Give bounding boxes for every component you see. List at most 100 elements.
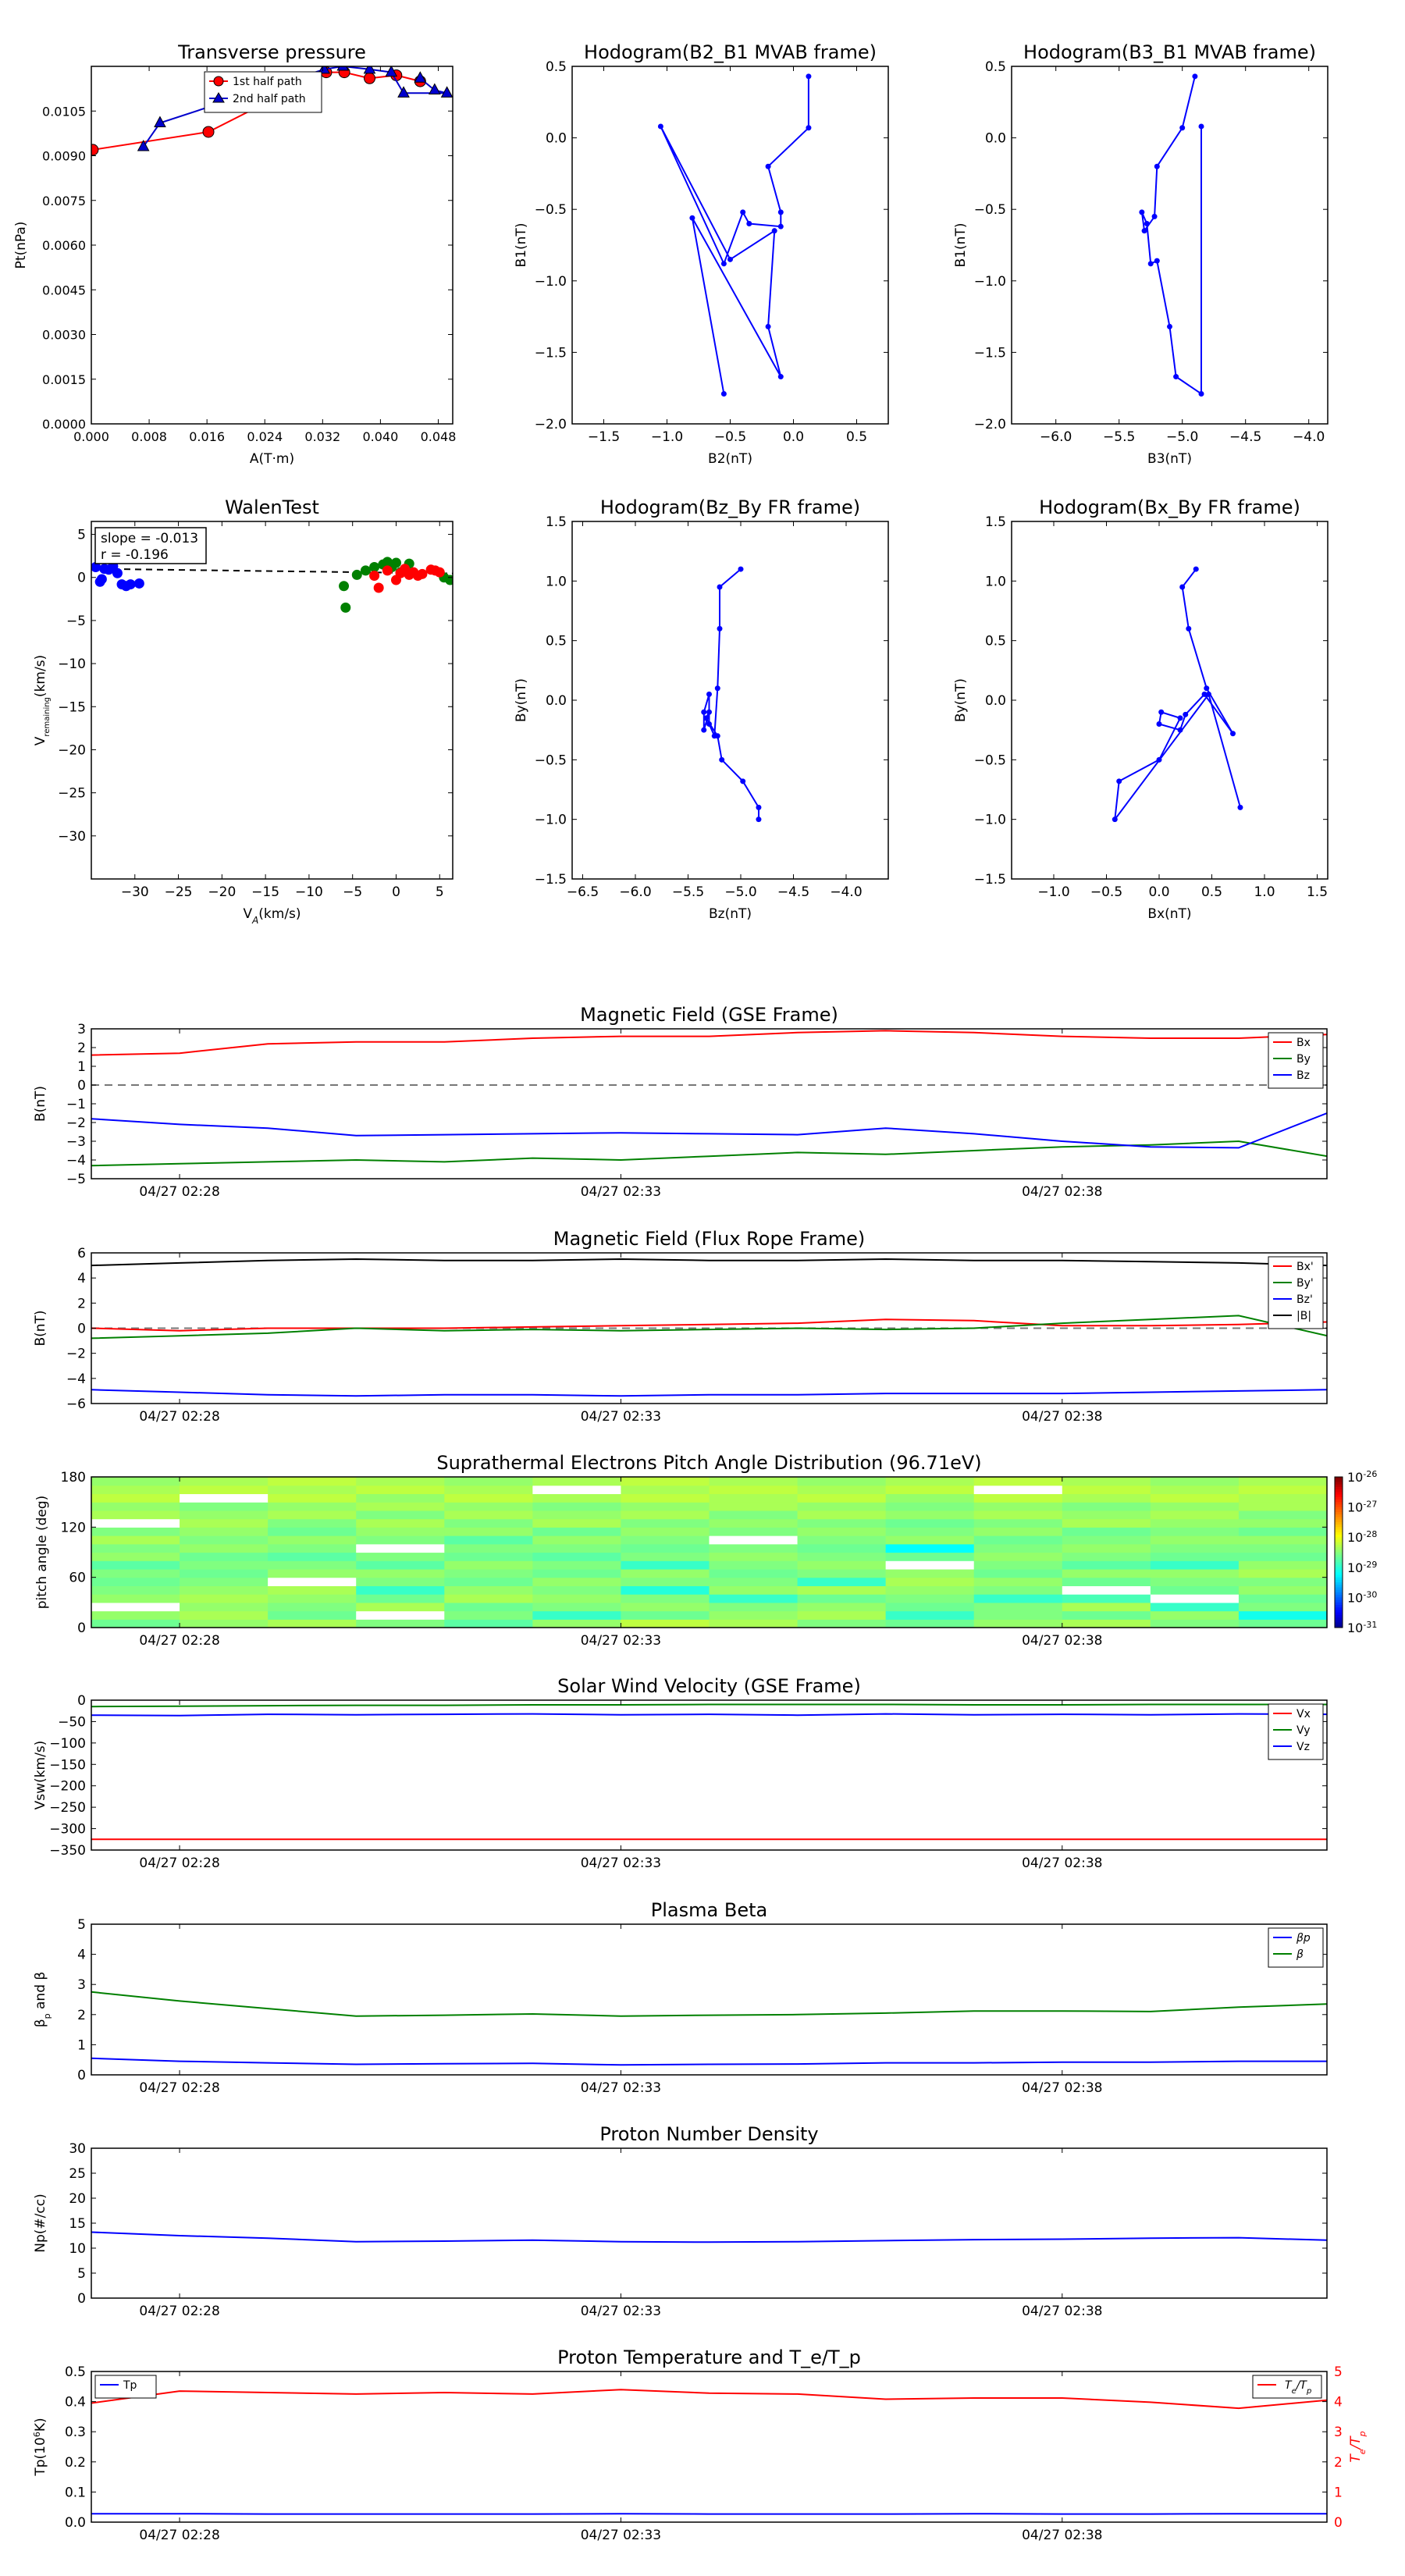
data-point bbox=[1112, 817, 1118, 823]
y-tick-label: 25 bbox=[69, 2166, 86, 2182]
heatmap-cell bbox=[973, 1527, 1063, 1536]
heatmap-cell bbox=[91, 1527, 180, 1536]
x-tick-label: −5.0 bbox=[724, 884, 756, 900]
data-point-triangle bbox=[440, 86, 453, 98]
data-point bbox=[1204, 685, 1210, 692]
y-tick-label: 2 bbox=[77, 1296, 86, 1311]
x-tick-label: 0.032 bbox=[304, 429, 340, 444]
data-point bbox=[434, 567, 445, 578]
y-axis-label: By(nT) bbox=[953, 678, 969, 722]
y-tick-label: 5 bbox=[77, 528, 86, 543]
heatmap-cell bbox=[973, 1535, 1063, 1545]
sw-velocity-title: Solar Wind Velocity (GSE Frame) bbox=[557, 1675, 861, 1697]
x-tick-label: −0.5 bbox=[714, 429, 746, 445]
heatmap-cell bbox=[356, 1568, 445, 1578]
colorbar-tick-label: 10-30 bbox=[1347, 1589, 1377, 1606]
heatmap-cell bbox=[180, 1485, 269, 1495]
heatmap-cell bbox=[268, 1594, 357, 1603]
heatmap-cell bbox=[1062, 1577, 1151, 1586]
heatmap-cell bbox=[356, 1510, 445, 1520]
x-tick-label: −0.5 bbox=[1090, 884, 1122, 900]
heatmap-cell bbox=[709, 1552, 799, 1561]
heatmap-cell bbox=[532, 1619, 622, 1628]
y-tick-label: −0.5 bbox=[535, 202, 567, 218]
data-point bbox=[727, 256, 733, 262]
colorbar-tick-label: 10-26 bbox=[1347, 1469, 1377, 1485]
heatmap-cell bbox=[709, 1610, 799, 1620]
x-tick-label: 04/27 02:28 bbox=[139, 1856, 219, 1871]
y-tick-label: 15 bbox=[69, 2216, 86, 2232]
heatmap-cell bbox=[91, 1594, 180, 1603]
y-tick-label: 0.0075 bbox=[42, 194, 86, 208]
proton-temp-frame bbox=[91, 2371, 1328, 2523]
x-tick-label: 04/27 02:38 bbox=[1022, 2080, 1102, 2096]
y-tick-label: 0.5 bbox=[546, 59, 567, 75]
x-tick-label: −20 bbox=[208, 884, 236, 900]
heatmap-cell bbox=[444, 1493, 533, 1503]
heatmap-cell bbox=[621, 1518, 710, 1528]
colorbar-cell bbox=[1335, 1620, 1343, 1624]
heatmap-cell bbox=[268, 1552, 357, 1561]
x-tick-label: 04/27 02:33 bbox=[581, 1184, 661, 1200]
heatmap-cell bbox=[1062, 1602, 1151, 1612]
colorbar-cell bbox=[1335, 1570, 1343, 1573]
data-point bbox=[339, 581, 350, 592]
x-tick-label: 04/27 02:33 bbox=[581, 2304, 661, 2319]
y-tick-label: 0 bbox=[77, 1322, 86, 1337]
heatmap-cell bbox=[1238, 1602, 1328, 1612]
data-point bbox=[1139, 209, 1145, 215]
data-point bbox=[701, 709, 707, 715]
heatmap-cell bbox=[180, 1577, 269, 1586]
data-point bbox=[746, 221, 752, 227]
data-point bbox=[777, 209, 784, 215]
legend-label: |B| bbox=[1297, 1310, 1311, 1322]
heatmap-cell bbox=[444, 1535, 533, 1545]
heatmap-cell bbox=[709, 1477, 799, 1486]
heatmap-cell bbox=[532, 1543, 622, 1553]
heatmap-cell bbox=[797, 1568, 887, 1578]
heatmap-cell bbox=[1150, 1510, 1240, 1520]
heatmap-cell bbox=[91, 1602, 180, 1612]
chart-mag-fr: 04/27 02:28 04/27 02:33 04/27 02:38 −6 −4 −2 0… bbox=[33, 1228, 1328, 1425]
y-tick-label: −5 bbox=[66, 1172, 86, 1187]
plot-area bbox=[701, 566, 762, 823]
series-line-0 bbox=[1140, 76, 1202, 396]
series-line-Bz bbox=[91, 1112, 1327, 1149]
y-tick-label: 1.0 bbox=[546, 574, 567, 589]
heatmap-cell bbox=[1062, 1527, 1151, 1536]
colorbar-cell bbox=[1335, 1492, 1343, 1496]
heatmap-cell bbox=[1238, 1568, 1328, 1578]
y-tick-label: 0.0105 bbox=[42, 104, 86, 119]
heatmap-cell bbox=[91, 1493, 180, 1503]
x-tick-label: 04/27 02:38 bbox=[1022, 1409, 1102, 1425]
plot-area bbox=[91, 1030, 1327, 1167]
heatmap-cell bbox=[532, 1568, 622, 1578]
y-tick-label: 0.0 bbox=[985, 131, 1006, 147]
colorbar-cell bbox=[1335, 1502, 1343, 1505]
heatmap-cell bbox=[180, 1610, 269, 1620]
heatmap-cell bbox=[268, 1493, 357, 1503]
hodo-bxby-title: Hodogram(Bx_By FR frame) bbox=[1039, 496, 1300, 518]
y-tick-label: 1.0 bbox=[985, 574, 1006, 589]
y-tick-label: 5 bbox=[77, 1917, 86, 1933]
fit-line bbox=[91, 568, 453, 575]
heatmap-cell bbox=[444, 1594, 533, 1603]
heatmap-cell bbox=[268, 1568, 357, 1578]
x-tick-label: 0 bbox=[392, 884, 400, 900]
data-point-circle bbox=[364, 72, 376, 84]
heatmap-cell bbox=[797, 1619, 887, 1628]
data-point bbox=[1230, 731, 1236, 737]
heatmap-cell bbox=[885, 1535, 975, 1545]
legend-box bbox=[1252, 2375, 1322, 2399]
legend-label: Bz' bbox=[1297, 1293, 1313, 1306]
y-tick-label: 0.5 bbox=[985, 59, 1006, 75]
y-axis-label: βp and β bbox=[33, 1972, 52, 2027]
heatmap-cell bbox=[885, 1485, 975, 1495]
heatmap-cell bbox=[1062, 1535, 1151, 1545]
heatmap-cell bbox=[1062, 1594, 1151, 1603]
y-tick-label: −5 bbox=[66, 614, 86, 629]
x-tick-label: −1.5 bbox=[588, 429, 620, 445]
heatmap-cell bbox=[356, 1527, 445, 1536]
x-tick-label: −4.0 bbox=[830, 884, 862, 900]
sw-velocity-frame bbox=[91, 1699, 1328, 1851]
